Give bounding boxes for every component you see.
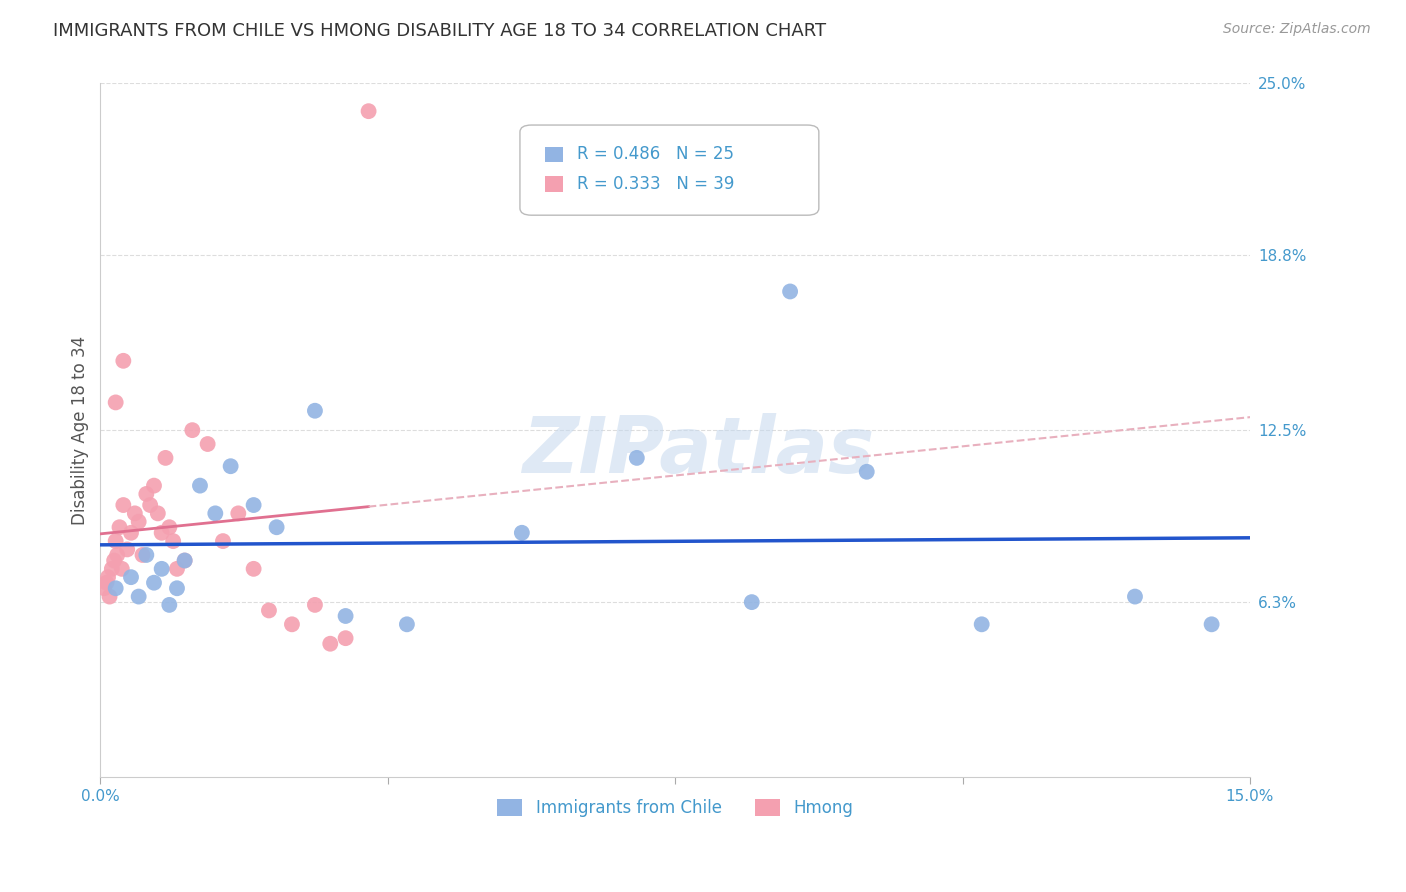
Point	[173, 553, 195, 567]
Point	[266, 520, 288, 534]
Point	[510, 525, 533, 540]
Point	[626, 450, 648, 465]
Point	[304, 403, 326, 417]
Point	[105, 548, 128, 562]
Point	[112, 353, 135, 368]
Point	[226, 507, 249, 521]
Point	[150, 525, 173, 540]
Point	[242, 498, 264, 512]
Point	[257, 603, 280, 617]
Point	[357, 104, 380, 119]
Point	[128, 515, 150, 529]
Point	[150, 562, 173, 576]
Point	[103, 553, 125, 567]
Point	[1123, 590, 1146, 604]
Point	[98, 590, 121, 604]
Point	[281, 617, 304, 632]
Point	[155, 450, 177, 465]
Point	[135, 548, 157, 562]
Y-axis label: Disability Age 18 to 34: Disability Age 18 to 34	[72, 335, 89, 524]
Point	[242, 562, 264, 576]
Point	[219, 459, 242, 474]
Legend: Immigrants from Chile, Hmong: Immigrants from Chile, Hmong	[491, 792, 859, 824]
Point	[108, 520, 131, 534]
Text: IMMIGRANTS FROM CHILE VS HMONG DISABILITY AGE 18 TO 34 CORRELATION CHART: IMMIGRANTS FROM CHILE VS HMONG DISABILIT…	[53, 22, 827, 40]
Point	[173, 553, 195, 567]
Text: ZIPatlas: ZIPatlas	[522, 413, 875, 489]
Point	[143, 478, 166, 492]
Point	[212, 534, 235, 549]
Point	[157, 598, 180, 612]
Point	[104, 395, 127, 409]
Point	[855, 465, 877, 479]
Point	[188, 478, 211, 492]
Point	[120, 570, 142, 584]
Point	[131, 548, 153, 562]
Point	[111, 562, 134, 576]
Point	[104, 581, 127, 595]
Point	[319, 637, 342, 651]
Point	[335, 631, 357, 645]
Point	[101, 562, 124, 576]
Point	[115, 542, 138, 557]
Point	[166, 562, 188, 576]
Point	[197, 437, 219, 451]
Text: R = 0.486   N = 25: R = 0.486 N = 25	[576, 145, 734, 163]
Point	[157, 520, 180, 534]
Point	[128, 590, 150, 604]
Point	[146, 507, 169, 521]
Bar	[546, 177, 562, 192]
Point	[395, 617, 418, 632]
Point	[112, 498, 135, 512]
Point	[143, 575, 166, 590]
Point	[304, 598, 326, 612]
Point	[181, 423, 204, 437]
Point	[135, 487, 157, 501]
Point	[96, 575, 118, 590]
Point	[139, 498, 162, 512]
Point	[779, 285, 801, 299]
Point	[162, 534, 184, 549]
Text: Source: ZipAtlas.com: Source: ZipAtlas.com	[1223, 22, 1371, 37]
Point	[335, 609, 357, 624]
Point	[124, 507, 146, 521]
Point	[166, 581, 188, 595]
Point	[741, 595, 763, 609]
Point	[120, 525, 142, 540]
Text: R = 0.333   N = 39: R = 0.333 N = 39	[576, 175, 734, 193]
Point	[104, 534, 127, 549]
Point	[97, 570, 120, 584]
Point	[93, 581, 115, 595]
FancyBboxPatch shape	[520, 125, 818, 215]
Point	[1201, 617, 1223, 632]
Point	[970, 617, 993, 632]
Bar	[546, 146, 562, 161]
Point	[204, 507, 226, 521]
